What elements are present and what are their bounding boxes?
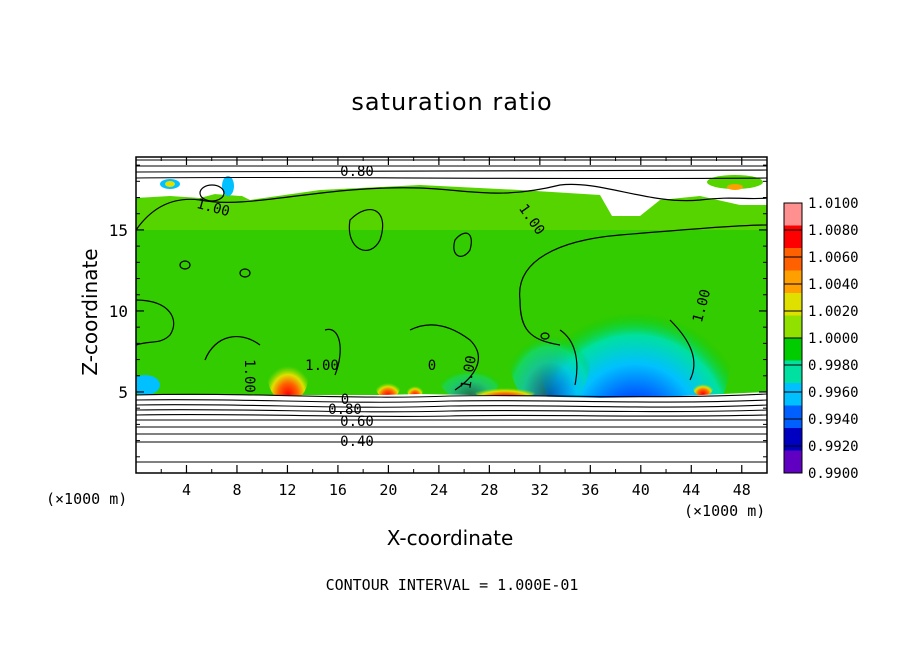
contour-interval-note: CONTOUR INTERVAL = 1.000E-01	[325, 576, 579, 594]
field-cold-left	[136, 375, 160, 395]
colorbar-swatch	[784, 360, 802, 384]
colorbar-label: 0.9960	[808, 385, 859, 401]
contour-label: 0	[341, 392, 349, 408]
colorbar: 1.0100 1.0080 1.0060 1.0040 1.0020 1.0000 0.99…	[783, 196, 859, 482]
colorbar-label: 0.9940	[808, 412, 859, 428]
x-tick-label: 40	[632, 481, 650, 499]
field-hot-2	[376, 378, 400, 398]
field-hot-1	[268, 354, 308, 402]
contour-label: 0	[428, 358, 436, 374]
y-tick-label: 15	[109, 221, 128, 240]
colorbar-swatch	[784, 225, 802, 249]
field-hot-5	[693, 380, 713, 396]
field-spot-4	[727, 184, 743, 190]
colorbar-label: 1.0100	[808, 196, 859, 212]
colorbar-swatch	[784, 203, 802, 226]
colorbar-label: 1.0020	[808, 304, 859, 320]
colorbar-label: 1.0080	[808, 223, 859, 239]
x-tick-label: 24	[430, 481, 448, 499]
contour-label: 0.40	[340, 434, 374, 450]
colorbar-swatch	[784, 248, 802, 271]
contour-label: 0.80	[340, 164, 374, 180]
contour-label: 0.60	[340, 414, 374, 430]
field-lower-dry	[136, 392, 767, 473]
colorbar-label: 0.9900	[808, 466, 859, 482]
colorbar-label: 1.0060	[808, 250, 859, 266]
x-tick-label: 28	[480, 481, 498, 499]
contour-label: 1.00	[241, 359, 257, 393]
x-tick-label: 44	[682, 481, 700, 499]
x-tick-label: 32	[531, 481, 549, 499]
x-axis-ticks: 4 8 12 16 20 24 28 32 36 40 44 48	[160, 157, 751, 499]
x-unit-right: (×1000 m)	[684, 502, 766, 520]
y-tick-label: 10	[109, 302, 128, 321]
colorbar-swatch	[784, 270, 802, 294]
colorbar-label: 0.9920	[808, 439, 859, 455]
field-spot-2	[222, 176, 234, 196]
x-tick-label: 20	[379, 481, 397, 499]
y-axis-ticks: 5 10 15	[109, 164, 767, 458]
x-tick-label: 8	[232, 481, 241, 499]
contours-lower	[136, 393, 767, 463]
x-tick-label: 4	[182, 481, 191, 499]
field-top-band	[136, 172, 767, 196]
colorbar-label: 1.0040	[808, 277, 859, 293]
x-unit-left: (×1000 m)	[46, 490, 128, 508]
x-axis-label: X-coordinate	[386, 526, 514, 550]
field-layer	[136, 157, 767, 473]
colorbar-swatch	[784, 293, 802, 316]
colorbar-label: 1.0000	[808, 331, 859, 347]
plot-frame	[135, 156, 768, 474]
contours-top	[136, 159, 767, 180]
field-hot-3	[407, 382, 423, 398]
field-cold-plume-2	[510, 310, 590, 410]
field-spot-warm	[165, 181, 175, 187]
contour-label: 1.00	[305, 358, 339, 374]
x-tick-label: 16	[329, 481, 347, 499]
y-tick-label: 5	[118, 383, 128, 402]
colorbar-swatch	[784, 383, 802, 406]
colorbar-swatch	[784, 405, 802, 429]
chart-title: saturation ratio	[351, 88, 553, 116]
colorbar-swatch	[784, 338, 802, 361]
x-tick-label: 36	[581, 481, 599, 499]
contour-label: 0.80	[328, 402, 362, 418]
colorbar-label: 0.9980	[808, 358, 859, 374]
x-tick-label: 12	[278, 481, 296, 499]
contour-label: 1.00	[458, 354, 480, 390]
colorbar-swatch	[784, 428, 802, 451]
colorbar-swatch	[784, 315, 802, 339]
contours-upper	[136, 183, 767, 391]
colorbar-swatch	[784, 450, 802, 474]
x-tick-label: 48	[733, 481, 751, 499]
